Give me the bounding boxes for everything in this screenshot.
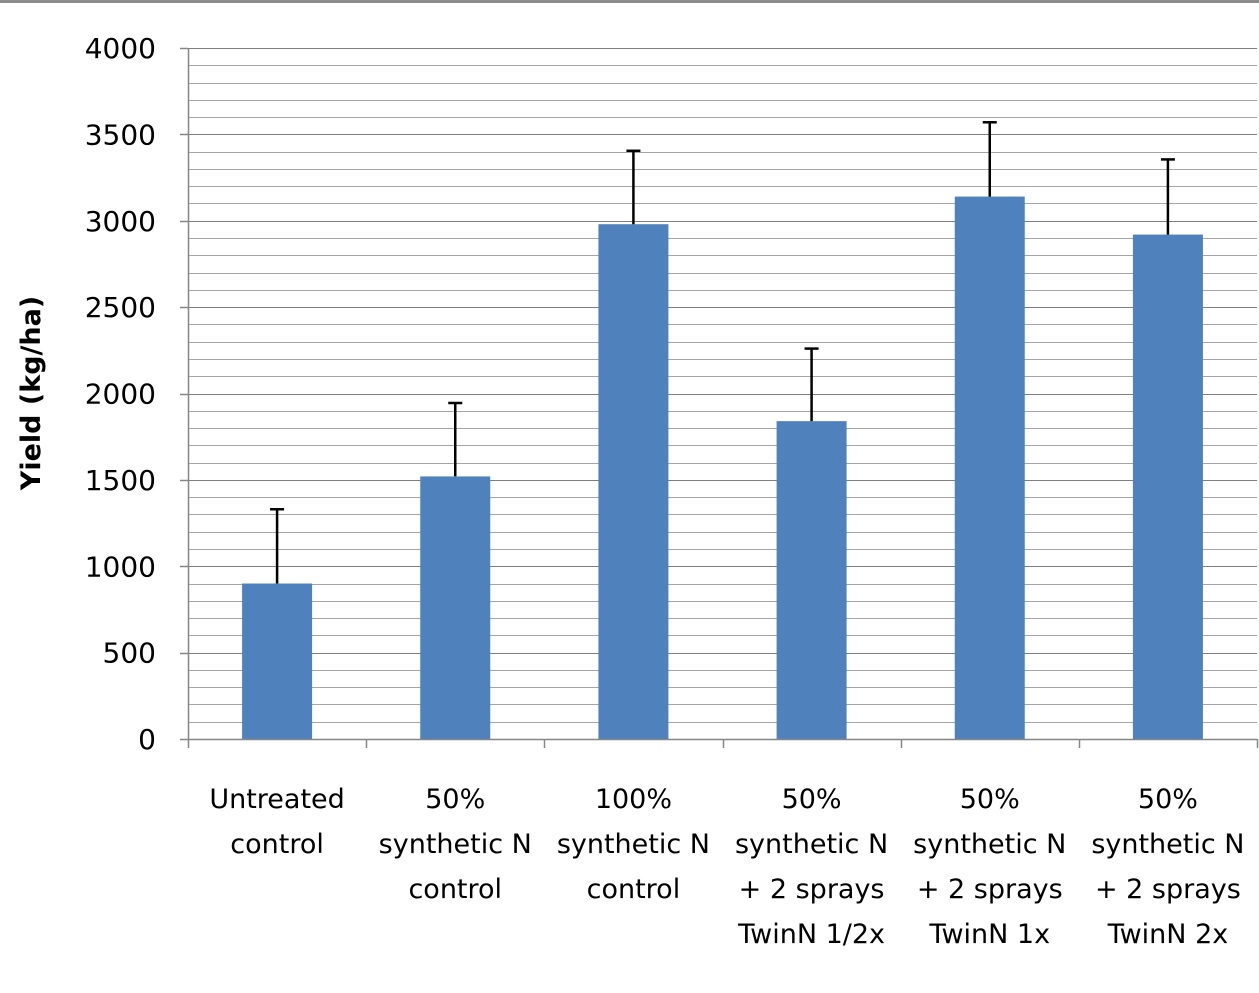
- x-category-label: TwinN 2x: [1107, 919, 1229, 950]
- x-category-label: synthetic N: [557, 829, 710, 860]
- x-category-label: 100%: [595, 784, 672, 815]
- x-category-label: 50%: [782, 784, 842, 815]
- y-tick-label: 3500: [85, 118, 156, 151]
- y-tick-labels: 0 500 1000 1500 2000 2500 3000 3500 4000: [85, 32, 156, 756]
- x-category-label: + 2 sprays: [739, 874, 885, 905]
- x-category-label: 50%: [425, 784, 485, 815]
- bars: [242, 196, 1203, 739]
- y-axis-title: Yield (kg/ha): [16, 296, 47, 491]
- x-category-label: synthetic N: [913, 829, 1066, 860]
- bar: [598, 224, 669, 739]
- x-category-labels: Untreated control 50% synthetic N control 100…: [209, 784, 1244, 950]
- y-tick-label: 1000: [85, 550, 156, 583]
- x-category-label: synthetic N: [1091, 829, 1244, 860]
- x-category-label: Untreated: [209, 784, 344, 815]
- axes: [180, 47, 1259, 748]
- x-category-label: control: [408, 874, 502, 905]
- y-tick-label: 3000: [85, 205, 156, 238]
- bar: [954, 196, 1025, 739]
- bar: [242, 583, 313, 739]
- y-tick-label: 500: [103, 637, 156, 670]
- bar: [776, 421, 847, 739]
- x-category-label: 50%: [1138, 784, 1198, 815]
- x-category-label: synthetic N: [735, 829, 888, 860]
- bar: [1132, 234, 1203, 739]
- x-category-label: synthetic N: [379, 829, 532, 860]
- y-tick-label: 1500: [85, 464, 156, 497]
- y-tick-label: 2500: [85, 291, 156, 324]
- error-bars: [270, 121, 1175, 584]
- x-category-label: TwinN 1x: [928, 919, 1050, 950]
- x-category-label: control: [587, 874, 681, 905]
- y-tick-label: 4000: [85, 32, 156, 65]
- chart-top-border: [0, 0, 1259, 3]
- y-tick-label: 0: [138, 723, 156, 756]
- x-category-label: + 2 sprays: [917, 874, 1063, 905]
- x-category-label: + 2 sprays: [1095, 874, 1241, 905]
- bar: [420, 476, 491, 739]
- x-category-label: TwinN 1/2x: [737, 919, 885, 950]
- gridlines: [188, 48, 1257, 723]
- x-category-label: control: [230, 829, 324, 860]
- y-tick-label: 2000: [85, 378, 156, 411]
- x-category-label: 50%: [960, 784, 1020, 815]
